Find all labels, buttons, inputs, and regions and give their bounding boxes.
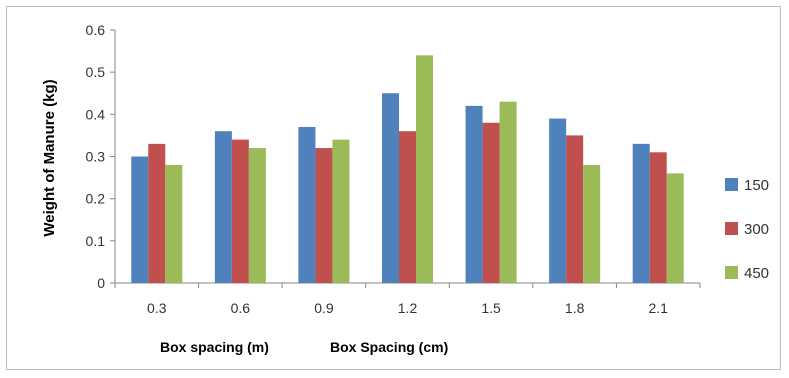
bar-300-2.1: [649, 152, 667, 283]
bar-150-0.3: [131, 156, 149, 283]
bar-450-0.3: [165, 164, 183, 283]
y-tick-label: 0.3: [86, 149, 106, 165]
x-axis-label-primary: Box spacing (m): [160, 339, 269, 355]
y-tick-label: 0: [97, 275, 105, 291]
x-axis-label-secondary: Box Spacing (cm): [330, 339, 448, 355]
bar-450-0.6: [248, 148, 266, 283]
y-axis-label: Weight of Manure (kg): [41, 79, 58, 236]
bar-150-0.9: [298, 126, 316, 283]
bar-150-1.8: [549, 118, 567, 283]
bar-150-1.2: [382, 93, 399, 283]
bar-450-2.1: [666, 173, 684, 283]
legend-label-450: 450: [744, 265, 769, 282]
bar-150-1.5: [465, 105, 483, 284]
x-tick-label: 1.2: [398, 300, 418, 316]
bar-150-0.6: [214, 131, 232, 283]
x-tick-label: 2.1: [648, 300, 668, 316]
bar-450-1.8: [583, 164, 601, 283]
legend: 150 300 450: [725, 177, 769, 282]
bar-150-2.1: [632, 143, 650, 283]
bar-300-1.5: [482, 122, 500, 284]
bar-300-1.8: [566, 135, 584, 283]
y-tick-label: 0.2: [86, 191, 106, 207]
y-tick-labels: 0 0.1 0.2 0.3 0.4 0.5 0.6: [86, 22, 106, 291]
legend-swatch-150: [725, 178, 738, 191]
legend-swatch-300: [725, 222, 738, 235]
bar-450-1.2: [416, 55, 433, 283]
y-tick-label: 0.4: [86, 106, 106, 122]
x-tick-label: 1.5: [481, 300, 501, 316]
x-tick-label: 1.8: [565, 300, 585, 316]
bar-300-0.9: [315, 148, 333, 283]
legend-label-300: 300: [744, 221, 769, 238]
x-tick-label: 0.3: [147, 300, 167, 316]
bar-450-1.5: [499, 101, 517, 283]
y-tick-label: 0.6: [86, 22, 106, 38]
x-tick-label: 0.9: [314, 300, 334, 316]
legend-swatch-450: [725, 266, 738, 279]
chart-bars: [131, 55, 684, 284]
bar-300-1.2: [399, 131, 416, 283]
x-tick-label: 0.6: [231, 300, 251, 316]
legend-label-150: 150: [744, 177, 769, 194]
y-tick-label: 0.1: [86, 233, 106, 249]
bar-450-0.9: [332, 139, 350, 283]
y-tick-label: 0.5: [86, 64, 106, 80]
bar-300-0.6: [231, 139, 249, 283]
bar-300-0.3: [148, 143, 166, 283]
x-tick-labels: 0.3 0.6 0.9 1.2 1.5 1.8 2.1: [147, 300, 668, 316]
